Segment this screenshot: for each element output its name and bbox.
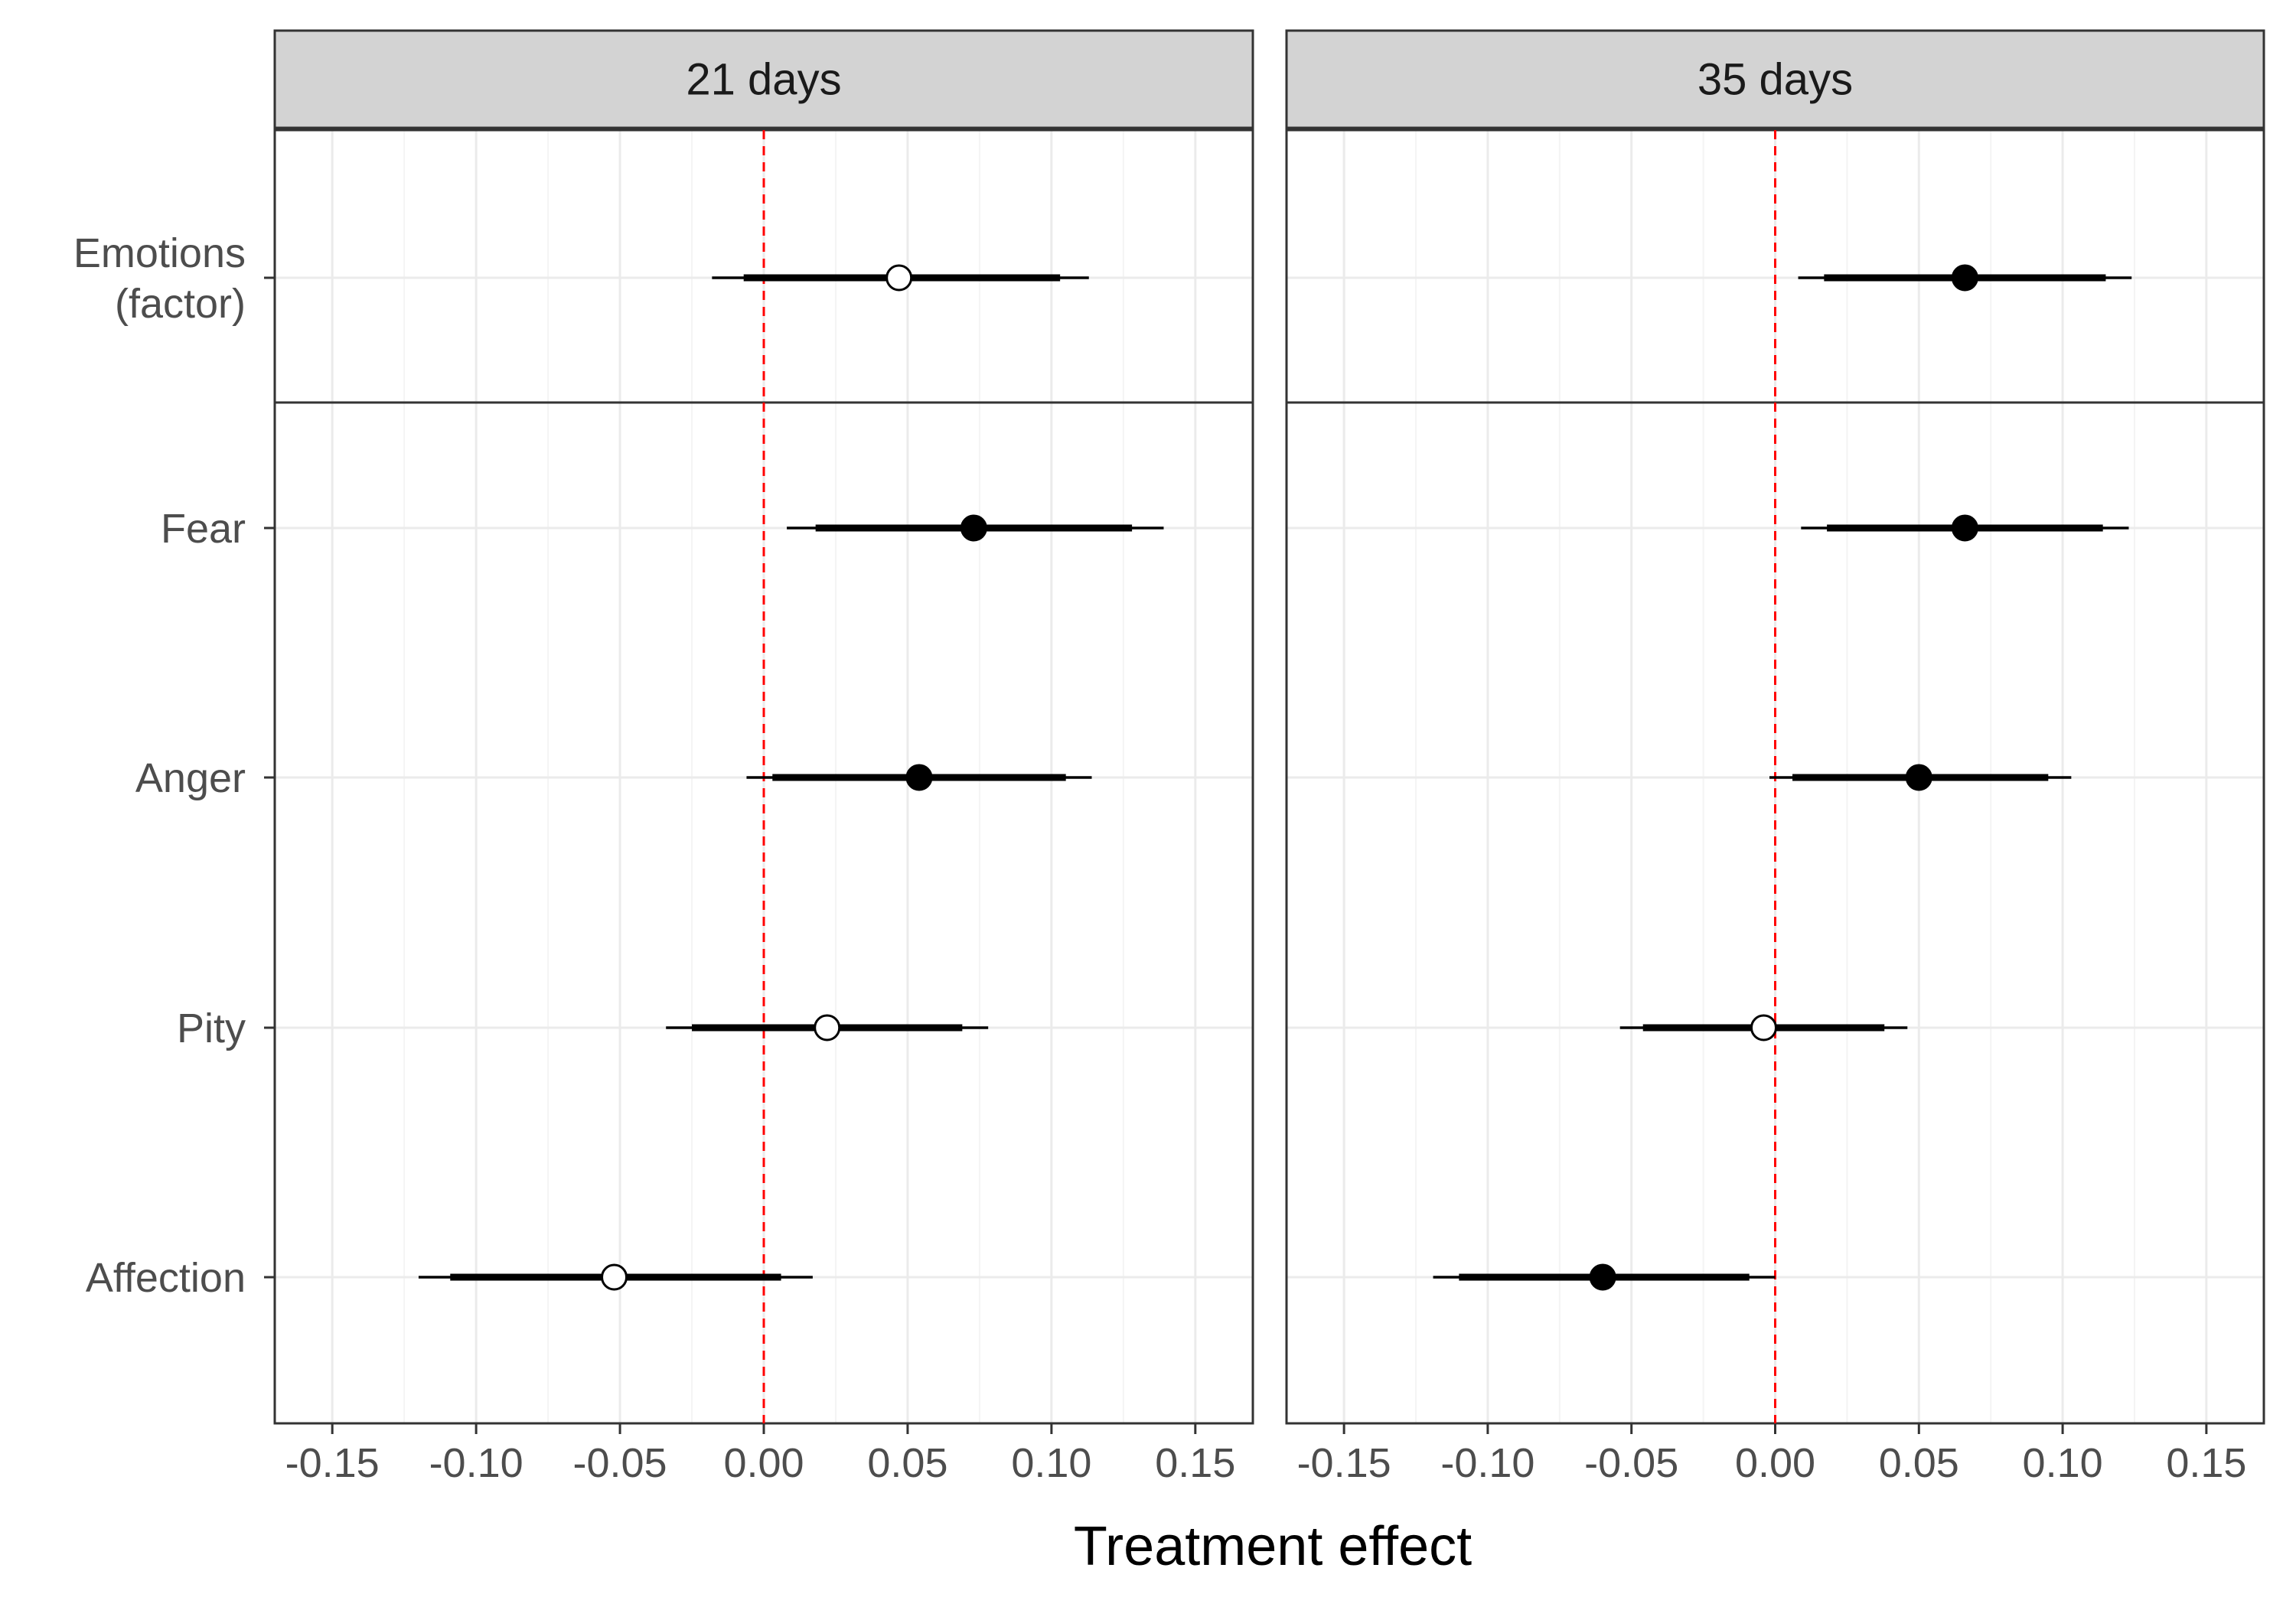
y-tick-label-line: Anger bbox=[135, 755, 246, 801]
panels-layer: 21 days 35 days bbox=[273, 29, 2265, 1425]
x-tick-label: 0.00 bbox=[723, 1440, 804, 1486]
x-tick-label: -0.15 bbox=[285, 1440, 380, 1486]
x-tick-label: 0.00 bbox=[1735, 1440, 1815, 1486]
x-tick-label: 0.15 bbox=[2166, 1440, 2246, 1486]
y-tick-label: Anger bbox=[135, 755, 246, 801]
strip-label-2: 35 days bbox=[1698, 55, 1853, 105]
point-estimate-2-5 bbox=[1589, 1263, 1616, 1291]
y-tick-label-line: Pity bbox=[177, 1006, 246, 1051]
y-tick-label-line: Fear bbox=[161, 506, 246, 552]
x-axis-title-layer: Treatment effect bbox=[1074, 1516, 1472, 1577]
point-estimate-2-2 bbox=[1951, 514, 1978, 542]
x-tick-label: -0.10 bbox=[1440, 1440, 1534, 1486]
x-tick-label: 0.10 bbox=[2023, 1440, 2103, 1486]
point-estimate-1-2 bbox=[960, 514, 987, 542]
x-tick-label: 0.10 bbox=[1011, 1440, 1091, 1486]
x-tick-label: -0.10 bbox=[429, 1440, 523, 1486]
strip-header-1 bbox=[273, 29, 1254, 129]
x-tick-label: 0.15 bbox=[1155, 1440, 1235, 1486]
x-axis-title: Treatment effect bbox=[1074, 1516, 1472, 1577]
x-tick-label: 0.05 bbox=[1879, 1440, 1959, 1486]
point-estimate-1-4 bbox=[814, 1014, 841, 1041]
strip-label-1: 21 days bbox=[686, 55, 841, 105]
point-estimate-1-5 bbox=[601, 1263, 628, 1291]
y-tick-label: Emotions (factor) bbox=[73, 230, 246, 327]
axis-layer: -0.15 -0.10 -0.05 0.00 0.05 0.10 0.15 -0.15 -0.1… bbox=[73, 230, 2247, 1486]
strip-header-2 bbox=[1285, 29, 2265, 129]
y-tick-label-line: (factor) bbox=[115, 281, 246, 327]
point-estimate-1-1 bbox=[885, 264, 913, 292]
point-estimate-1-3 bbox=[905, 764, 933, 791]
point-estimate-2-3 bbox=[1905, 764, 1932, 791]
point-estimate-2-4 bbox=[1750, 1014, 1777, 1041]
y-tick-label: Fear bbox=[161, 506, 246, 552]
y-tick-label-line: Emotions bbox=[73, 230, 246, 276]
marks-layer bbox=[418, 130, 2132, 1423]
point-estimate-2-1 bbox=[1951, 264, 1978, 292]
y-tick-label: Pity bbox=[177, 1006, 246, 1051]
y-tick-label: Affection bbox=[86, 1255, 246, 1301]
x-tick-label: -0.05 bbox=[1584, 1440, 1678, 1486]
y-tick-label-line: Affection bbox=[86, 1255, 246, 1301]
x-tick-label: -0.05 bbox=[573, 1440, 667, 1486]
x-tick-label: 0.05 bbox=[867, 1440, 947, 1486]
x-tick-label: -0.15 bbox=[1297, 1440, 1391, 1486]
